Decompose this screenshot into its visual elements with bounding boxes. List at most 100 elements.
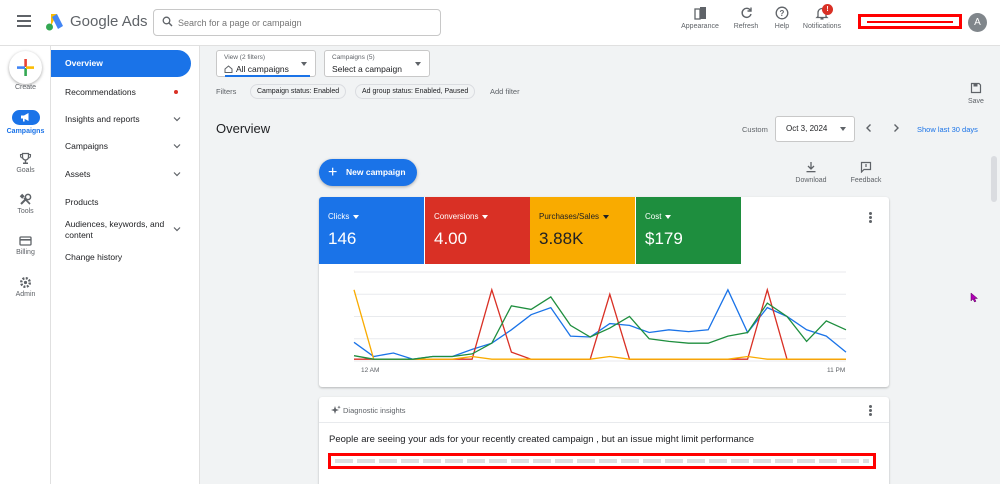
download-button[interactable]: Download (791, 161, 831, 184)
main-content: View (2 filters) All campaigns Campaigns… (201, 46, 1000, 484)
home-icon (224, 65, 233, 73)
x-tick-end: 11 PM (827, 367, 845, 374)
date-picker[interactable]: Oct 3, 2024 (775, 116, 855, 142)
rail-item-tools[interactable]: Tools (0, 193, 51, 215)
save-icon (970, 82, 982, 94)
megaphone-icon (21, 113, 29, 122)
nav-item-overview[interactable]: Overview (51, 50, 191, 77)
feedback-icon (860, 161, 872, 173)
menu-icon[interactable] (17, 15, 31, 27)
new-campaign-label: New campaign (346, 167, 406, 177)
nav-item-insights[interactable]: Insights and reports (51, 114, 191, 124)
nav-item-change-history[interactable]: Change history (51, 252, 191, 262)
chevron-down-icon (173, 144, 181, 149)
download-icon (806, 162, 816, 173)
x-tick-start: 12 AM (361, 367, 379, 374)
nav-insights-label: Insights and reports (65, 114, 140, 124)
rail-item-campaigns[interactable]: Campaigns (0, 110, 51, 135)
series-line-3 (353, 296, 847, 360)
metric-tile-purchases[interactable]: Purchases/Sales 3.88K (530, 197, 635, 264)
campaign-selector[interactable]: Campaigns (5) Select a campaign (324, 50, 430, 77)
chevron-down-icon (173, 227, 181, 232)
insights-divider (319, 422, 889, 423)
refresh-button[interactable]: Refresh (721, 6, 771, 30)
help-button[interactable]: ? Help (757, 6, 807, 30)
create-button[interactable] (9, 51, 42, 84)
caret-down-icon (301, 62, 307, 66)
new-campaign-button[interactable]: + New campaign (319, 159, 417, 186)
chevron-left-icon[interactable] (864, 123, 874, 133)
avatar[interactable]: A (968, 13, 987, 32)
notification-dot (174, 90, 178, 94)
download-label: Download (795, 177, 827, 184)
page-scrollbar[interactable] (991, 156, 997, 202)
metric-conversions-value: 4.00 (434, 229, 468, 248)
chevron-right-icon[interactable] (891, 123, 901, 133)
rail-item-admin[interactable]: Admin (0, 276, 51, 298)
search-box[interactable] (153, 9, 441, 36)
filter-chip-campaign-status[interactable]: Campaign status: Enabled (250, 84, 347, 99)
feedback-button[interactable]: Feedback (846, 161, 886, 184)
metric-cost-label: Cost (645, 212, 662, 221)
nav-item-audiences[interactable]: Audiences, keywords, and content (51, 219, 191, 241)
metric-tile-conversions[interactable]: Conversions 4.00 (425, 197, 530, 264)
rail-admin-label: Admin (15, 291, 36, 298)
appearance-label: Appearance (681, 23, 719, 30)
chart-lines (353, 287, 847, 360)
series-line-2 (353, 289, 846, 360)
series-line-0 (353, 288, 847, 360)
nav-audiences-label: Audiences, keywords, and (65, 219, 165, 229)
rail-item-billing[interactable]: Billing (0, 235, 51, 256)
chevron-down-icon (173, 117, 181, 122)
filters-label: Filters (216, 87, 237, 96)
search-icon (162, 16, 173, 27)
nav-audiences-label-2: content (65, 230, 93, 240)
nav-products-label: Products (65, 197, 99, 207)
rail-goals-label: Goals (16, 167, 35, 174)
filter-chip-ad-group-status[interactable]: Ad group status: Enabled, Paused (355, 84, 476, 99)
add-filter-link[interactable]: Add filter (490, 87, 520, 96)
view-dropdown-value: All campaigns (236, 64, 289, 74)
refresh-label: Refresh (733, 23, 759, 30)
metric-clicks-label: Clicks (328, 212, 350, 221)
nav-item-products[interactable]: Products (51, 197, 191, 207)
google-ads-logo-icon (46, 14, 63, 31)
page-title: Overview (216, 121, 271, 136)
notifications-button[interactable]: ! Notifications (796, 4, 848, 30)
appearance-button[interactable]: Appearance (675, 6, 725, 30)
show-last-30-days-link[interactable]: Show last 30 days (917, 125, 978, 134)
diagnostic-insights-card: Diagnostic insights People are seeing yo… (319, 397, 889, 484)
date-value: Oct 3, 2024 (786, 124, 828, 133)
search-input[interactable] (178, 15, 428, 31)
top-bar: Google Ads Appearance Refresh ? Help (0, 0, 1000, 46)
redacted-account-info (858, 14, 962, 29)
refresh-icon (740, 7, 752, 18)
feedback-label: Feedback (850, 177, 882, 184)
section-nav: Overview Recommendations Insights and re… (51, 46, 200, 484)
performance-chart-card: Clicks 146 Conversions 4.00 Purchases/Sa… (319, 197, 889, 387)
view-dropdown[interactable]: View (2 filters) All campaigns (216, 50, 316, 77)
campaign-selector-value: Select a campaign (332, 64, 402, 74)
app-name: Google Ads (70, 13, 148, 30)
more-options-icon[interactable] (865, 405, 875, 417)
metric-clicks-value: 146 (328, 229, 357, 248)
sparkle-icon (331, 405, 341, 414)
nav-item-campaigns[interactable]: Campaigns (51, 141, 191, 151)
rail-create-label: Create (14, 84, 36, 91)
metric-tile-clicks[interactable]: Clicks 146 (319, 197, 424, 264)
nav-item-recommendations[interactable]: Recommendations (51, 87, 191, 97)
nav-item-assets[interactable]: Assets (51, 169, 191, 179)
help-icon: ? (775, 6, 789, 20)
metric-cost-value: $179 (645, 229, 683, 248)
campaign-selector-label: Campaigns (5) (332, 54, 375, 61)
more-options-icon[interactable] (865, 212, 875, 224)
metric-tile-cost[interactable]: Cost $179 (636, 197, 741, 264)
nav-change-history-label: Change history (65, 252, 123, 262)
notifications-label: Notifications (802, 23, 842, 30)
caret-down-icon (840, 127, 846, 131)
rail-item-goals[interactable]: Goals (0, 152, 51, 174)
plus-icon: + (328, 164, 338, 181)
series-line-1 (354, 287, 846, 360)
save-button[interactable]: Save (968, 82, 984, 105)
rail-tools-label: Tools (17, 208, 34, 215)
